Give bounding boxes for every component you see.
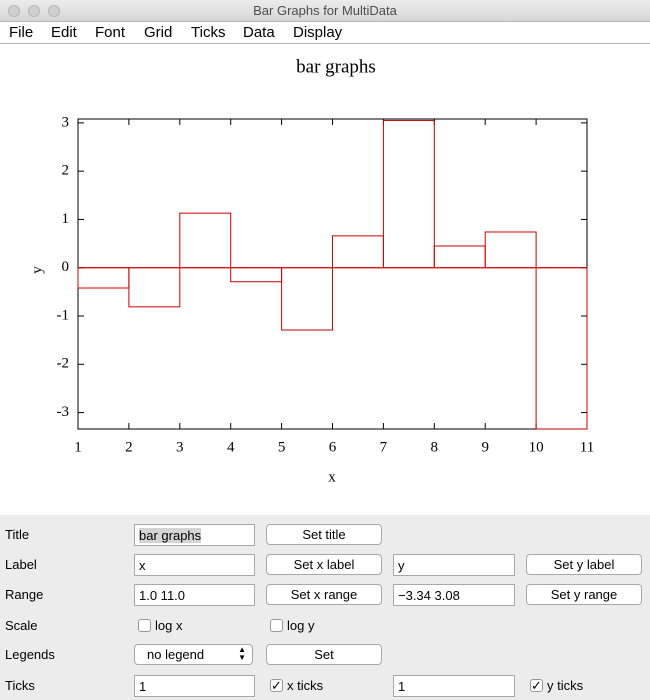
x-tick-label: 1 [74,439,82,455]
menu-item[interactable]: Ticks [191,24,226,41]
row-label: Label [5,557,37,572]
menu-item[interactable]: File [9,24,34,41]
checkbox[interactable] [270,619,283,632]
x-tick-label: 8 [431,439,439,455]
text-field[interactable]: 1 [393,675,515,697]
y-tick-label: -2 [57,356,70,372]
x-axis-label: x [328,469,336,485]
bar [484,231,537,269]
field-text: 1 [139,679,147,694]
dropdown-arrows: ▲ ▼ [238,645,246,662]
field-text: x [139,558,146,573]
button[interactable]: Set y range [526,584,642,605]
y-tick-label: -1 [57,307,70,323]
window-title: Bar Graphs for MultiData [253,3,397,18]
bar [230,267,283,283]
bar [77,267,130,289]
field-text: y [398,558,405,573]
y-tick-label: 2 [62,163,70,179]
row-label: Scale [5,618,38,633]
bar [433,245,486,269]
text-field[interactable]: bar graphs [134,524,255,546]
button[interactable]: Set [266,644,382,665]
menu-item[interactable]: Grid [144,24,173,41]
field-text: 1 [398,679,406,694]
chart-title: bar graphs [296,56,376,77]
button[interactable]: Set title [266,524,382,545]
y-tick-label: 3 [62,114,70,130]
chart: bar graphs x y -3 -2 -1 0 1 2 3 1 2 3 4 5 6 7 8 9 10 11 [29,56,594,485]
control-panel: Title bar graphs Set title Label x Set x labe… [0,515,650,700]
x-tick-label: 10 [529,439,544,455]
y-tick-label: 1 [62,211,70,227]
bar [128,267,181,308]
bar [535,267,588,430]
text-field[interactable]: 1.0 11.0 [134,584,255,606]
y-axis-label: y [29,266,45,274]
row-label: Range [5,587,44,602]
field-text: 1.0 11.0 [139,588,186,603]
menu-item[interactable]: Data [243,24,275,41]
row-label: Ticks [5,678,35,693]
bar [382,119,435,269]
x-tick-label: 6 [329,439,337,455]
bar [281,267,334,331]
text-field[interactable]: 1 [134,675,255,697]
menu-bar: File Edit Font Grid Ticks Data Display [0,22,650,44]
title-bar: Bar Graphs for MultiData [0,0,650,22]
checkbox-label: x ticks [287,678,324,693]
bar [179,212,232,269]
button[interactable]: Set x label [266,554,382,575]
row-label: Legends [5,647,55,662]
close-button[interactable] [8,5,20,17]
button[interactable]: Set y label [526,554,642,575]
field-text: −3.34 3.08 [398,588,460,603]
menu-item[interactable]: Font [95,24,126,41]
menu-item[interactable]: Display [293,24,343,41]
x-tick-label: 11 [580,439,594,455]
text-field[interactable]: x [134,554,255,576]
checkbox[interactable]: ✓ [270,678,283,693]
x-tick-label: 4 [227,439,235,455]
x-tick-label: 7 [380,439,388,455]
menu-item[interactable]: Edit [51,24,77,41]
minimize-button[interactable] [28,5,40,17]
x-tick-label: 5 [278,439,286,455]
checkbox-label: log x [155,618,183,633]
checkbox[interactable] [138,619,151,632]
x-tick-label: 9 [481,439,489,455]
x-tick-label: 3 [176,439,184,455]
checkbox-label: y ticks [547,678,584,693]
checkbox[interactable]: ✓ [530,678,543,693]
row-label: Title [5,527,30,542]
y-tick-label: -3 [57,404,70,420]
zoom-button[interactable] [48,5,60,17]
field-text: bar graphs [139,528,202,543]
x-tick-label: 2 [125,439,133,455]
text-field[interactable]: −3.34 3.08 [393,584,515,606]
button[interactable]: Set x range [266,584,382,605]
bar [332,235,384,269]
text-field[interactable]: y [393,554,515,576]
checkbox-label: log y [287,618,315,633]
y-tick-label: 0 [62,259,70,275]
dropdown[interactable]: no legend ▲ ▼ [134,644,253,665]
